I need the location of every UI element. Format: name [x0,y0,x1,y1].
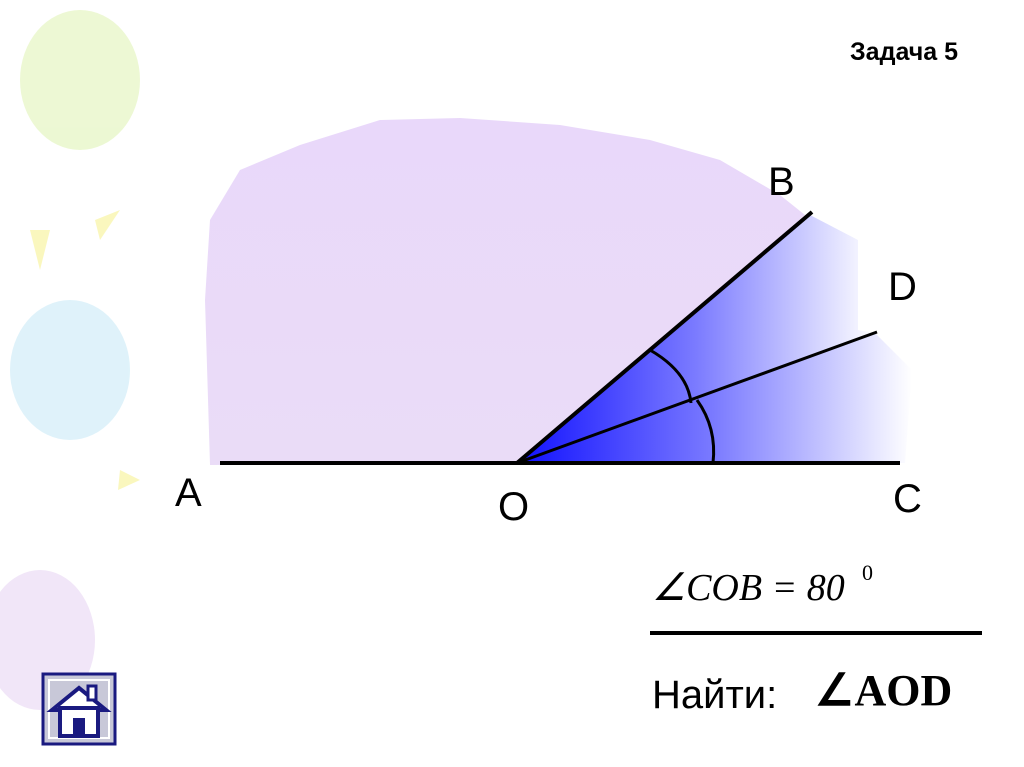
find-angle: ∠AOD [815,666,952,715]
home-button[interactable] [41,672,117,746]
point-label: B [768,160,795,204]
decoration [0,10,140,710]
arc-bod [649,348,693,404]
find-label: Найти: [652,673,777,717]
ray-ob [515,210,814,465]
point-label: A [175,471,202,515]
angle-bod-shade [517,215,875,463]
ray-od [516,330,878,465]
given: ∠COB = 80 [652,567,845,609]
angle-doc-shade [517,333,912,463]
point-label: C [893,477,922,521]
arc-doc [695,399,716,464]
point-label: D [888,265,917,309]
given-superscript: 0 [862,560,873,585]
point-label: O [498,485,529,529]
title: Задача 5 [850,38,958,66]
background-shape [205,118,805,465]
